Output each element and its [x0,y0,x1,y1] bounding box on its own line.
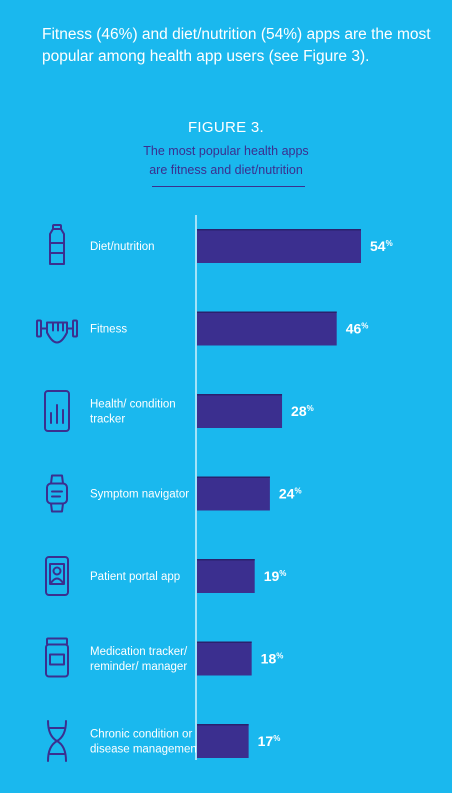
gripping-hand [46,321,68,344]
value-label: 54% [370,238,393,254]
figure-label: FIGURE 3. [187,119,265,136]
headline-text: Fitness (46%) and diet/nutrition (54%) a… [42,26,431,65]
bar-top-edge [197,476,270,478]
value-number: 54 [370,238,386,254]
category-label-line: tracker [90,414,125,426]
water-bottle-icon [49,224,65,265]
category-label-line: Diet/nutrition [90,241,155,253]
value-unit: % [276,652,283,661]
bar [197,476,270,511]
bar [197,724,249,758]
phone-profile-icon [45,556,69,596]
bar [197,641,252,676]
value-number: 19 [264,568,280,584]
bottle-label [49,653,65,666]
smartwatch-icon [46,474,68,513]
value-label: 17% [258,733,281,749]
value-label: 24% [279,486,302,502]
category-label: Patient portal app [90,571,180,583]
bar-top-edge [197,394,283,396]
value-number: 24 [279,486,295,502]
value-unit: % [361,322,368,331]
category-label-line: Symptom navigator [90,489,189,501]
category-label: Health/ condition tracker [90,399,176,426]
bottle-body [45,643,69,678]
category-label-line: Medication tracker/ [90,646,188,658]
category-label-line: reminder/ manager [90,661,187,673]
category-label: Chronic condition or disease management [90,729,201,756]
value-label: 46% [346,321,369,337]
dna-icon [47,720,67,762]
category-label: Fitness [90,324,127,336]
pill-bottle-icon [45,637,69,678]
bar [197,394,283,428]
dna-strand [47,720,67,762]
category-label: Diet/nutrition [90,241,155,253]
figure-subtitle-line-2: are fitness and diet/nutrition [149,163,303,177]
watch-strap [50,502,64,513]
phone-screen [49,563,65,585]
profile-shoulders [50,577,64,584]
value-unit: % [307,404,314,413]
value-label: 19% [264,568,287,584]
value-label: 28% [291,403,314,419]
value-unit: % [273,734,280,743]
profile-head [52,566,62,576]
category-label-line: Patient portal app [90,571,180,583]
value-number: 28 [291,403,307,419]
category-label-line: Chronic condition or [90,729,192,741]
category-label: Symptom navigator [90,489,189,501]
bar [197,229,361,263]
value-unit: % [279,569,286,578]
category-label-line: disease management [90,744,201,756]
value-label: 18% [261,651,284,667]
value-unit: % [294,487,301,496]
phone-frame [45,556,69,596]
figure-subtitle-line-1: The most popular health apps [143,144,309,158]
value-unit: % [386,239,393,248]
subtitle-divider [152,186,305,187]
value-number: 17 [258,733,274,749]
value-number: 46 [346,321,362,337]
figure-subtitle: The most popular health apps are fitness… [0,142,452,180]
bar-top-edge [197,559,255,561]
bar-chart: Diet/nutrition 54% Fitness 46% Health/ condi… [36,215,393,762]
bottle-body [49,228,65,265]
watch-strap [50,474,64,485]
tablet-chart-icon [44,390,70,432]
bar [197,559,255,593]
tablet-frame [44,390,70,432]
category-label-line: Health/ condition [90,399,176,411]
bar-top-edge [197,641,252,643]
value-number: 18 [261,651,277,667]
bar-top-edge [197,311,337,313]
bar-top-edge [197,229,361,231]
bar-top-edge [197,724,249,726]
dumbbell-icon [36,319,78,344]
bar [197,311,337,346]
category-label-line: Fitness [90,324,127,336]
category-label: Medication tracker/reminder/ manager [90,646,188,673]
watch-face [46,482,68,505]
